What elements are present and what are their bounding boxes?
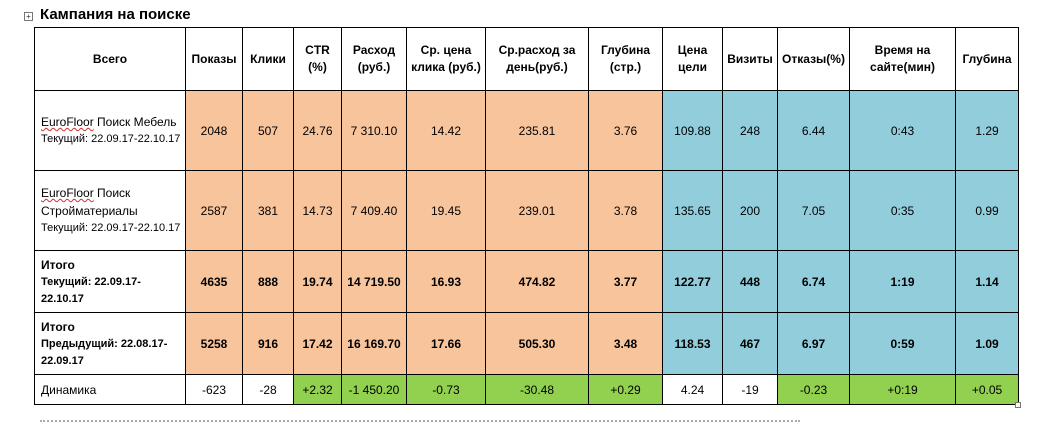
table-row: Итого Предыдущий: 22.08.17-22.09.17 5258…	[34, 312, 1019, 375]
table-cell: 505.30	[485, 312, 589, 375]
table-cell: 16 169.70	[341, 312, 407, 375]
table-resize-handle-icon[interactable]	[1015, 402, 1021, 408]
table-cell: 3.76	[588, 90, 663, 171]
row-period: Предыдущий: 22.08.17-22.09.17	[41, 337, 168, 367]
table-cell: 248	[722, 90, 778, 171]
column-header: Клики	[242, 27, 294, 91]
table-cell: 122.77	[662, 250, 723, 313]
table-cell: 3.77	[588, 250, 663, 313]
table-cell: -19	[722, 374, 778, 405]
table-cell: 118.53	[662, 312, 723, 375]
column-header: Ср. цена клика (руб.)	[406, 27, 486, 91]
row-label: Динамика	[34, 374, 186, 405]
table-cell: 467	[722, 312, 778, 375]
row-period: Текущий: 22.09.17-22.10.17	[41, 275, 141, 305]
table-cell: 6.97	[777, 312, 850, 375]
row-label-text: Итого	[41, 257, 75, 272]
column-header: Отказы(%)	[777, 27, 850, 91]
table-cell: 17.42	[293, 312, 342, 375]
table-cell: 7.05	[777, 170, 850, 251]
column-header: Расход (руб.)	[341, 27, 407, 91]
row-label-brand: EuroFloor	[41, 186, 94, 200]
table-cell: 888	[242, 250, 294, 313]
table-cell: 1:19	[849, 250, 956, 313]
table-cell: 448	[722, 250, 778, 313]
table-cell: -0.23	[777, 374, 850, 405]
table-row: Динамика -623 -28 +2.32 -1 450.20 -0.73 …	[34, 374, 1019, 405]
column-header: Визиты	[722, 27, 778, 91]
column-header: CTR (%)	[293, 27, 342, 91]
table-header-row: Всего Показы Клики CTR (%) Расход (руб.)…	[34, 27, 1019, 91]
table-cell: 0:35	[849, 170, 956, 251]
column-header: Всего	[34, 27, 186, 91]
page-title: Кампания на поиске	[40, 6, 191, 23]
table-move-handle-icon[interactable]: +	[24, 12, 33, 21]
row-label-text: Поиск Мебель	[93, 115, 177, 129]
table-cell: 3.78	[588, 170, 663, 251]
table-cell: 109.88	[662, 90, 723, 171]
table-cell: 2587	[185, 170, 243, 251]
row-period: Текущий: 22.09.17-22.10.17	[41, 222, 181, 234]
column-header: Время на сайте(мин)	[849, 27, 956, 91]
table-row: Итого Текущий: 22.09.17-22.10.17 4635 88…	[34, 250, 1019, 313]
table-cell: -28	[242, 374, 294, 405]
column-header: Глубина (стр.)	[588, 27, 663, 91]
table-cell: 0:43	[849, 90, 956, 171]
table-cell: 24.76	[293, 90, 342, 171]
row-label: EuroFloor Поиск Мебель Текущий: 22.09.17…	[34, 90, 186, 171]
row-label: EuroFloor Поиск Стройматериалы Текущий: …	[34, 170, 186, 251]
column-header: Показы	[185, 27, 243, 91]
table-cell: 14 719.50	[341, 250, 407, 313]
column-header: Глубина	[955, 27, 1019, 91]
table-cell: 0:59	[849, 312, 956, 375]
column-header: Цена цели	[662, 27, 723, 91]
table-cell: 2048	[185, 90, 243, 171]
table-cell: 1.14	[955, 250, 1019, 313]
cut-off-text-line	[40, 420, 800, 423]
table-cell: 14.73	[293, 170, 342, 251]
table-cell: 507	[242, 90, 294, 171]
table-cell: 916	[242, 312, 294, 375]
table-cell: 4.24	[662, 374, 723, 405]
table-cell: 1.29	[955, 90, 1019, 171]
column-header: Ср.расход за день(руб.)	[485, 27, 589, 91]
table-cell: 239.01	[485, 170, 589, 251]
table-cell: 5258	[185, 312, 243, 375]
table-cell: -0.73	[406, 374, 486, 405]
campaign-table: Всего Показы Клики CTR (%) Расход (руб.)…	[34, 27, 1019, 405]
table-cell: 6.44	[777, 90, 850, 171]
table-cell: 14.42	[406, 90, 486, 171]
table-cell: 6.74	[777, 250, 850, 313]
table-cell: 19.45	[406, 170, 486, 251]
table-cell: -30.48	[485, 374, 589, 405]
table-cell: 381	[242, 170, 294, 251]
row-label: Итого Текущий: 22.09.17-22.10.17	[34, 250, 186, 313]
table-cell: 7 310.10	[341, 90, 407, 171]
table-cell: 17.66	[406, 312, 486, 375]
table-row: EuroFloor Поиск Мебель Текущий: 22.09.17…	[34, 90, 1019, 171]
table-cell: -623	[185, 374, 243, 405]
table-cell: 7 409.40	[341, 170, 407, 251]
row-label-brand: EuroFloor	[41, 115, 94, 129]
table-cell: 1.09	[955, 312, 1019, 375]
table-cell: +0.05	[955, 374, 1019, 405]
row-period: Текущий: 22.09.17-22.10.17	[41, 133, 181, 145]
row-label-text: Поиск Стройматериалы	[41, 186, 138, 218]
table-cell: -1 450.20	[341, 374, 407, 405]
table-cell: +2.32	[293, 374, 342, 405]
table-cell: 235.81	[485, 90, 589, 171]
table-cell: 474.82	[485, 250, 589, 313]
table-row: EuroFloor Поиск Стройматериалы Текущий: …	[34, 170, 1019, 251]
table-cell: +0:19	[849, 374, 956, 405]
table-cell: 4635	[185, 250, 243, 313]
table-cell: +0.29	[588, 374, 663, 405]
table-cell: 19.74	[293, 250, 342, 313]
table-cell: 135.65	[662, 170, 723, 251]
table-cell: 200	[722, 170, 778, 251]
row-label-text: Итого	[41, 319, 75, 334]
table-cell: 0.99	[955, 170, 1019, 251]
table-cell: 16.93	[406, 250, 486, 313]
table-cell: 3.48	[588, 312, 663, 375]
row-label: Итого Предыдущий: 22.08.17-22.09.17	[34, 312, 186, 375]
